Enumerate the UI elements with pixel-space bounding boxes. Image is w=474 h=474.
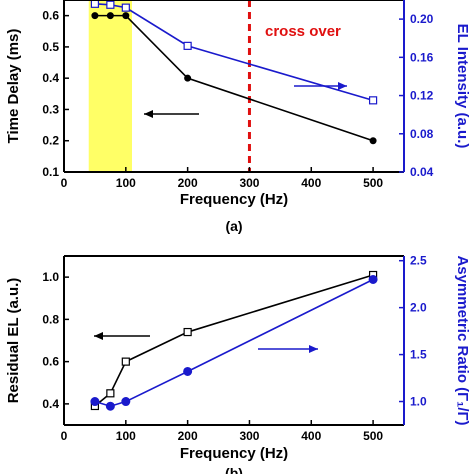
x-axis-title: Frequency (Hz) bbox=[180, 191, 288, 208]
data-point bbox=[106, 389, 115, 398]
data-point bbox=[183, 366, 193, 376]
data-point bbox=[121, 397, 131, 407]
y-left-tick-label: 0.6 bbox=[42, 9, 59, 23]
y-right-tick-label: 2.0 bbox=[410, 301, 427, 315]
x-tick-label: 0 bbox=[61, 429, 68, 443]
x-tick-label: 100 bbox=[116, 176, 136, 190]
x-tick-label: 400 bbox=[301, 176, 321, 190]
y-right-tick-label: 2.5 bbox=[410, 254, 427, 268]
data-point bbox=[183, 41, 192, 50]
arrow-head bbox=[338, 82, 347, 90]
panel-label: (b) bbox=[225, 465, 243, 474]
data-point bbox=[183, 327, 192, 337]
y-left-tick-label: 0.8 bbox=[42, 312, 59, 326]
data-point bbox=[90, 397, 100, 407]
series-line-1 bbox=[94, 278, 374, 408]
crossover-annotation: cross over bbox=[265, 23, 341, 40]
y-right-axis-title: EL Intensity (a.u.) bbox=[454, 24, 471, 149]
highlight-band bbox=[88, 0, 132, 172]
arrow-head bbox=[309, 345, 318, 353]
y-left-tick-label: 0.3 bbox=[42, 102, 59, 116]
panel-a: cross over 0 100 200 300 400 500 0.1 0.2 0.3 0.4 0.… bbox=[5, 0, 471, 234]
y-left-tick-label: 0.4 bbox=[42, 397, 59, 411]
x-tick-label: 100 bbox=[116, 429, 136, 443]
x-tick-label: 500 bbox=[363, 176, 383, 190]
y-right-tick-label: 1.5 bbox=[410, 348, 427, 362]
y-right-tick-label: 0.16 bbox=[410, 50, 434, 64]
y-left-tick-label: 1.0 bbox=[42, 270, 59, 284]
y-left-tick-label: 0.1 bbox=[42, 165, 59, 179]
y-right-tick-label: 1.0 bbox=[410, 395, 427, 409]
y-left-axis-title: Residual EL (a.u.) bbox=[5, 278, 22, 404]
x-tick-label: 300 bbox=[239, 429, 259, 443]
y-left-tick-label: 0.2 bbox=[42, 134, 59, 148]
x-tick-label: 400 bbox=[301, 429, 321, 443]
data-point bbox=[368, 274, 378, 284]
y-left-tick-label: 0.5 bbox=[42, 40, 59, 54]
data-point bbox=[106, 0, 115, 9]
data-point bbox=[369, 137, 377, 145]
data-point bbox=[121, 3, 130, 12]
x-axis-title: Frequency (Hz) bbox=[180, 445, 288, 462]
x-tick-label: 0 bbox=[61, 176, 68, 190]
data-point bbox=[105, 401, 115, 411]
panel-b: 0 100 200 300 400 500 0.4 0.6 0.8 1.0 1.0 1.5 2.0 2.5… bbox=[5, 254, 471, 474]
data-point bbox=[91, 12, 99, 20]
y-right-tick-label: 0.12 bbox=[410, 89, 434, 103]
data-point bbox=[121, 357, 130, 366]
data-point bbox=[122, 12, 130, 20]
series-line-0 bbox=[94, 274, 374, 407]
y-right-axis-title: Asymmetric Ratio (Γ₁/Γ) bbox=[454, 255, 471, 425]
x-tick-label: 300 bbox=[239, 176, 259, 190]
y-left-tick-label: 0.6 bbox=[42, 355, 59, 369]
panel-label: (a) bbox=[225, 218, 242, 234]
x-tick-label: 500 bbox=[363, 429, 383, 443]
y-right-tick-label: 0.20 bbox=[410, 12, 434, 26]
y-left-axis-title: Time Delay (ms) bbox=[5, 29, 22, 144]
arrow-head bbox=[94, 332, 103, 340]
data-point bbox=[106, 12, 114, 20]
y-right-tick-label: 0.08 bbox=[410, 127, 434, 141]
x-tick-label: 200 bbox=[178, 429, 198, 443]
arrow-head bbox=[144, 110, 153, 118]
data-point bbox=[90, 0, 100, 8]
data-point bbox=[184, 74, 192, 82]
x-tick-label: 200 bbox=[178, 176, 198, 190]
y-left-tick-label: 0.4 bbox=[42, 71, 59, 85]
y-right-tick-label: 0.04 bbox=[410, 165, 434, 179]
data-point bbox=[368, 96, 378, 105]
